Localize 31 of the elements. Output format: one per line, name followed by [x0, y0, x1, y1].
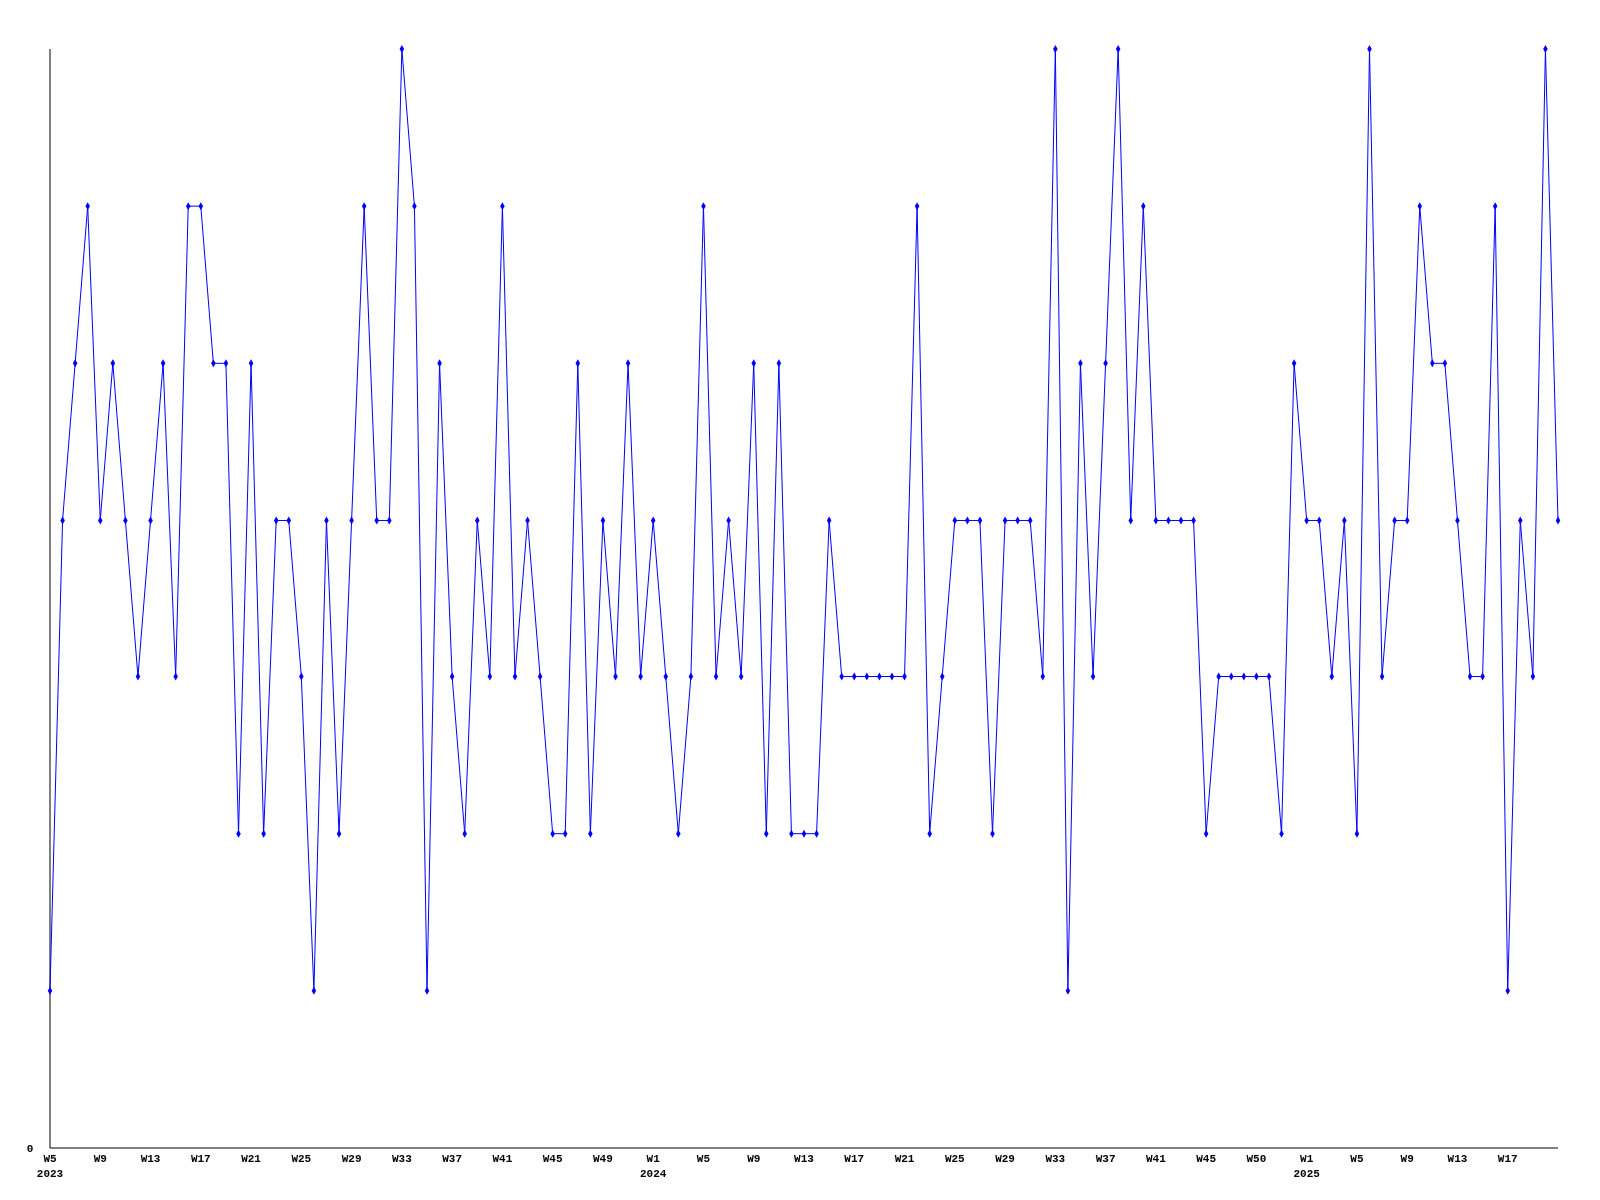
x-tick-label: W13: [1447, 1153, 1468, 1165]
x-tick-label: W13: [794, 1153, 815, 1165]
x-tick-label: W17: [844, 1153, 865, 1165]
x-tick-label: W29: [341, 1153, 362, 1165]
x-tick-label: W41: [492, 1153, 513, 1165]
x-tick-label: W5 2023: [36, 1153, 64, 1180]
x-tick-label: W49: [593, 1153, 613, 1165]
x-tick-label: W5: [696, 1153, 711, 1165]
x-tick-label: W45: [1196, 1153, 1217, 1165]
x-tick-label: W25: [291, 1153, 312, 1165]
x-tick-label: W37: [1095, 1153, 1116, 1165]
x-tick-label: W17: [190, 1153, 211, 1165]
x-tick-label: W9: [747, 1153, 761, 1165]
x-tick-label: W33: [1045, 1153, 1066, 1165]
x-tick-label: W21: [241, 1153, 262, 1165]
x-tick-label: W21: [894, 1153, 915, 1165]
x-tick-label: W1 2024: [640, 1153, 667, 1180]
x-tick-label: W1 2025: [1293, 1153, 1321, 1180]
x-tick-label: W13: [140, 1153, 161, 1165]
x-tick-label: W50: [1246, 1153, 1267, 1165]
x-tick-label: W37: [442, 1153, 463, 1165]
x-tick-label: W25: [944, 1153, 966, 1165]
x-tick-label: W17: [1497, 1153, 1518, 1165]
text: 0: [26, 1143, 34, 1155]
x-tick-label: W45: [542, 1153, 563, 1165]
x-tick-label: W29: [995, 1153, 1015, 1165]
x-tick-label: W33: [391, 1153, 413, 1165]
x-tick-label: W9: [93, 1153, 107, 1165]
x-tick-label: W9: [1400, 1153, 1414, 1165]
x-tick-label: W41: [1145, 1153, 1167, 1165]
x-tick-label: W5: [1350, 1153, 1364, 1165]
